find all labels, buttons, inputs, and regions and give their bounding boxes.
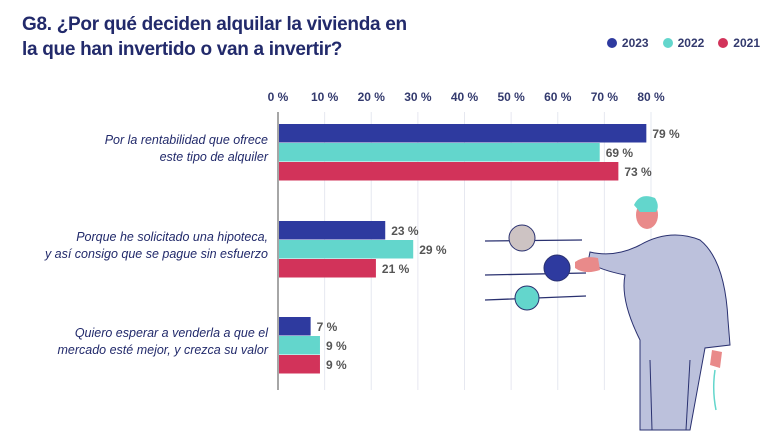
x-tick-label: 70 % — [591, 90, 619, 104]
legend-swatch-2022 — [662, 38, 673, 48]
value-label: 73 % — [624, 165, 652, 179]
bar-2023 — [279, 317, 311, 336]
value-label: 79 % — [652, 127, 680, 141]
x-tick-label: 10 % — [311, 90, 339, 104]
legend-label-2023: 2023 — [621, 36, 649, 50]
x-tick-label: 60 % — [544, 90, 572, 104]
chart-title-line-2: la que han invertido o van a invertir? — [22, 39, 343, 60]
bar-2022 — [279, 336, 320, 355]
bar-2021 — [279, 355, 320, 374]
x-tick-label: 30 % — [404, 90, 432, 104]
bar-2022 — [279, 143, 600, 162]
person-illustration — [484, 196, 731, 431]
x-tick-label: 80 % — [637, 90, 665, 104]
chart-legend: 2023 2022 2021 — [606, 36, 760, 50]
legend-item-2021: 2021 — [718, 36, 760, 50]
value-label: 21 % — [382, 262, 410, 276]
category-label: este tipo de alquiler — [160, 150, 269, 164]
bar-2023 — [279, 221, 386, 240]
category-label: Porque he solicitado una hipoteca, — [76, 230, 268, 244]
category-label: y así consigo que se pague sin esfuerzo — [44, 247, 268, 261]
chart-title: G8. ¿Por qué deciden alquilar la viviend… — [22, 12, 422, 62]
value-label: 9 % — [326, 339, 347, 353]
legend-item-2023: 2023 — [606, 36, 649, 50]
x-tick-label: 0 % — [268, 90, 289, 104]
category-label: mercado esté mejor, y crezca su valor — [58, 343, 269, 357]
value-label: 9 % — [326, 358, 347, 372]
value-label: 69 % — [606, 146, 634, 160]
bar-2021 — [279, 162, 619, 181]
value-label: 23 % — [391, 224, 419, 238]
value-label: 7 % — [317, 320, 338, 334]
category-label: Por la rentabilidad que ofrece — [105, 133, 268, 147]
legend-swatch-2021 — [718, 38, 729, 48]
bar-2021 — [279, 259, 376, 278]
legend-label-2022: 2022 — [677, 36, 705, 50]
legend-item-2022: 2022 — [662, 36, 705, 50]
x-tick-label: 50 % — [497, 90, 525, 104]
legend-label-2021: 2021 — [733, 36, 760, 50]
x-tick-label: 40 % — [451, 90, 479, 104]
legend-swatch-2023 — [606, 38, 617, 48]
value-label: 29 % — [419, 243, 447, 257]
bar-2023 — [279, 124, 647, 143]
category-label: Quiero esperar a venderla a que el — [75, 326, 269, 340]
chart-title-line-1: G8. ¿Por qué deciden alquilar la viviend… — [22, 14, 407, 35]
bar-2022 — [279, 240, 414, 259]
x-tick-label: 20 % — [358, 90, 386, 104]
